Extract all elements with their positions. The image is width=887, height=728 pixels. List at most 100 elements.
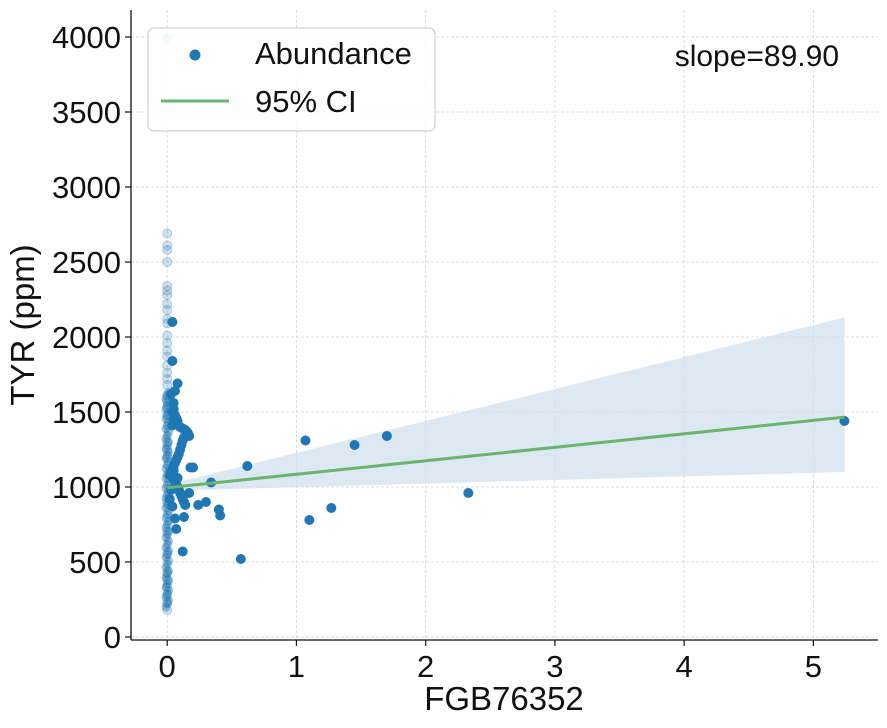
faded-point: [162, 299, 173, 309]
dense-point: [161, 582, 171, 592]
dense-point: [161, 444, 171, 454]
dense-point: [163, 536, 173, 546]
faded-point: [162, 305, 173, 315]
data-point: [180, 500, 191, 510]
data-point: [178, 512, 189, 522]
y-tick-label: 0: [104, 620, 121, 655]
faded-point: [162, 597, 173, 608]
data-point: [172, 378, 183, 389]
dense-point: [161, 513, 171, 523]
data-point: [349, 440, 360, 450]
faded-point: [162, 240, 173, 251]
faded-point: [162, 228, 173, 239]
data-point: [172, 473, 183, 483]
y-tick-label: 3000: [52, 170, 121, 205]
dense-point: [162, 569, 172, 579]
faded-point: [162, 548, 173, 558]
dense-point: [161, 602, 171, 612]
data-point: [169, 513, 180, 524]
x-tick-label: 0: [159, 649, 176, 684]
legend-box: [147, 27, 436, 132]
dense-point: [163, 566, 173, 576]
data-point: [184, 488, 195, 498]
axes: [130, 10, 878, 641]
dense-point: [163, 447, 173, 457]
dense-point: [161, 414, 171, 424]
dense-point: [161, 543, 171, 553]
dense-point: [163, 437, 173, 447]
dense-point: [162, 549, 172, 559]
data-point: [168, 465, 179, 476]
faded-point: [162, 281, 173, 291]
faded-point: [162, 582, 173, 593]
legend-label-ci: 95% CI: [255, 84, 357, 119]
ci-band: [167, 317, 845, 491]
dense-point: [162, 520, 172, 529]
dense-point: [162, 450, 172, 460]
dense-point: [162, 559, 172, 569]
x-tick-label: 1: [288, 649, 305, 684]
data-point: [235, 554, 246, 564]
faded-point: [162, 374, 173, 384]
faded-point: [162, 330, 173, 341]
data-point: [167, 317, 178, 327]
y-tick-label: 1000: [52, 470, 121, 505]
dense-point: [163, 546, 173, 556]
faded-point: [162, 452, 173, 462]
faded-point: [162, 605, 173, 615]
faded-point: [162, 245, 173, 255]
dense-point: [161, 454, 171, 463]
dense-point: [162, 539, 172, 549]
dense-point: [162, 440, 172, 450]
data-point: [185, 462, 196, 473]
dense-point: [161, 592, 171, 602]
dense-point: [161, 434, 171, 444]
x-tick-label: 2: [417, 649, 434, 684]
data-point: [381, 431, 392, 441]
dense-point: [161, 572, 171, 582]
data-point: [167, 356, 178, 366]
data-point: [193, 500, 204, 510]
faded-point: [162, 567, 173, 578]
dense-point: [163, 576, 173, 586]
data-point: [463, 488, 474, 498]
data-point: [304, 515, 315, 525]
data-point: [326, 503, 337, 513]
legend-label-abundance: Abundance: [255, 36, 412, 71]
dense-point: [161, 553, 171, 562]
faded-point: [162, 444, 173, 455]
faded-point: [162, 285, 173, 296]
data-point: [171, 524, 182, 534]
data-point: [167, 420, 178, 431]
x-tick-label: 4: [676, 649, 693, 684]
faded-point: [162, 345, 173, 356]
faded-point: [162, 368, 173, 378]
data-point: [166, 389, 177, 399]
data-points: [164, 317, 850, 564]
dense-point: [162, 589, 172, 599]
dense-point: [162, 579, 172, 589]
faded-point: [162, 437, 173, 447]
faded-point: [162, 590, 173, 600]
faded-point: [162, 380, 173, 390]
slope-annotation: slope=89.90: [675, 40, 839, 73]
y-axis-title: TYR (ppm): [4, 244, 41, 405]
data-point: [167, 501, 178, 512]
x-tick-label: 3: [546, 649, 563, 684]
x-axis-title: FGB76352: [424, 680, 584, 717]
dense-point: [162, 529, 172, 539]
dense-point: [163, 556, 173, 566]
faded-point: [162, 257, 173, 267]
dense-point: [161, 523, 171, 533]
data-point: [242, 461, 253, 471]
legend-marker-abundance: [189, 49, 201, 61]
dense-point: [163, 526, 173, 536]
faded-point: [162, 575, 173, 585]
y-tick-label: 500: [69, 545, 121, 580]
legend: Abundance 95% CI: [147, 27, 436, 132]
x-ticks: 0 1 2 3 4 5: [159, 640, 822, 684]
dense-point: [163, 595, 173, 605]
data-point: [164, 494, 175, 504]
y-tick-label: 2000: [52, 320, 121, 355]
dense-point: [162, 430, 172, 440]
